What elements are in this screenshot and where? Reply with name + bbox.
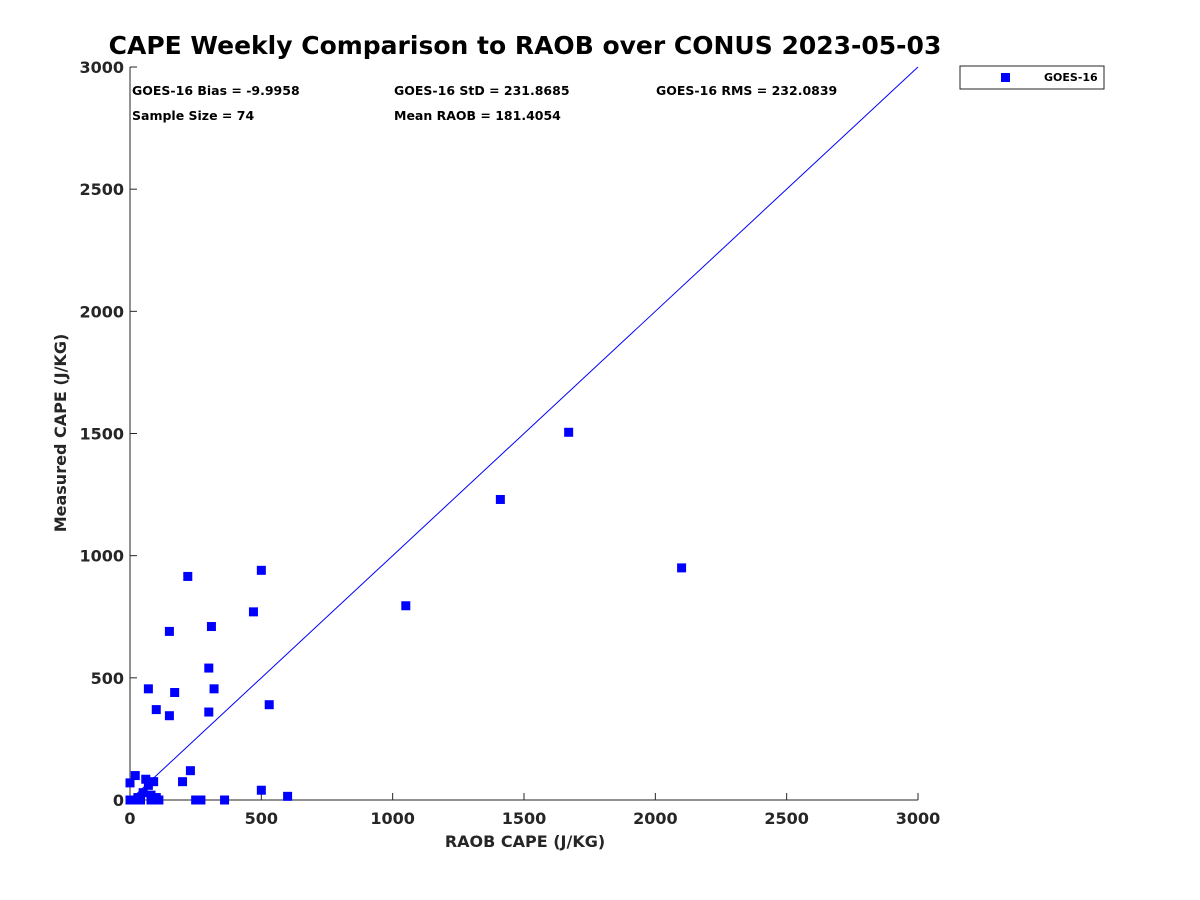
legend-label-goes16: GOES-16 [1044,71,1098,84]
data-point-goes16 [138,788,148,798]
data-point-goes16 [178,777,188,787]
legend-marker-goes16 [1001,73,1010,82]
data-point-goes16 [151,705,161,715]
y-tick-label: 1500 [79,425,124,444]
data-point-goes16 [264,700,274,710]
data-point-goes16 [164,711,174,721]
data-point-goes16 [154,795,164,805]
data-point-goes16 [143,780,153,790]
data-point-goes16 [191,795,201,805]
data-point-goes16 [128,795,138,805]
reference-line-group [129,66,919,801]
data-point-goes16 [170,687,180,697]
y-axis-label: Measured CAPE (J/KG) [51,334,70,533]
data-point-goes16 [495,494,505,504]
data-point-goes16 [196,795,206,805]
data-point-goes16 [256,785,266,795]
y-tick-label: 0 [113,791,124,810]
data-points [125,427,687,805]
stat-rms: GOES-16 RMS = 232.0839 [656,83,837,98]
y-tick-label: 2000 [79,302,124,321]
data-point-goes16 [209,684,219,694]
data-point-goes16 [183,571,193,581]
stat-bias: GOES-16 Bias = -9.9958 [132,83,300,98]
chart-title: CAPE Weekly Comparison to RAOB over CONU… [109,31,942,60]
data-point-goes16 [125,778,135,788]
y-tick-label: 3000 [79,58,124,77]
x-tick-label: 0 [124,809,135,828]
stat-std: GOES-16 StD = 231.8685 [394,83,570,98]
plot-area: 0 500 1000 1500 2000 2500 3000 0 500 1000 1500 200… [79,58,940,828]
x-tick-label: 500 [245,809,278,828]
data-point-goes16 [677,563,687,573]
one-to-one-line [129,66,919,801]
stat-sample-size: Sample Size = 74 [132,108,254,123]
x-tick-label: 1000 [370,809,415,828]
x-tick-label: 2500 [764,809,809,828]
y-tick-label: 500 [91,669,124,688]
y-tick-label: 2500 [79,180,124,199]
legend: GOES-16 [959,65,1105,90]
x-tick-label: 2000 [633,809,678,828]
data-point-goes16 [146,795,156,805]
data-point-goes16 [204,707,214,717]
y-axis-ticks: 0 500 1000 1500 2000 2500 3000 [79,58,137,810]
x-axis-ticks: 0 500 1000 1500 2000 2500 3000 [124,793,940,828]
data-point-goes16 [141,774,151,784]
x-axis-label: RAOB CAPE (J/KG) [445,832,605,851]
data-point-goes16 [136,795,146,805]
data-point-goes16 [130,771,140,781]
data-point-goes16 [248,607,258,617]
x-tick-label: 1500 [502,809,547,828]
data-point-goes16 [204,663,214,673]
data-point-goes16 [564,427,574,437]
data-point-goes16 [185,766,195,776]
data-point-goes16 [220,795,230,805]
data-point-goes16 [283,791,293,801]
x-tick-label: 3000 [896,809,941,828]
data-point-goes16 [401,601,411,611]
data-point-goes16 [256,565,266,575]
data-point-goes16 [146,790,156,800]
data-point-goes16 [143,684,153,694]
data-point-goes16 [206,622,216,632]
data-point-goes16 [164,626,174,636]
stat-mean-raob: Mean RAOB = 181.4054 [394,108,561,123]
legend-box [959,65,1105,90]
y-tick-label: 1000 [79,547,124,566]
data-point-goes16 [149,777,159,787]
